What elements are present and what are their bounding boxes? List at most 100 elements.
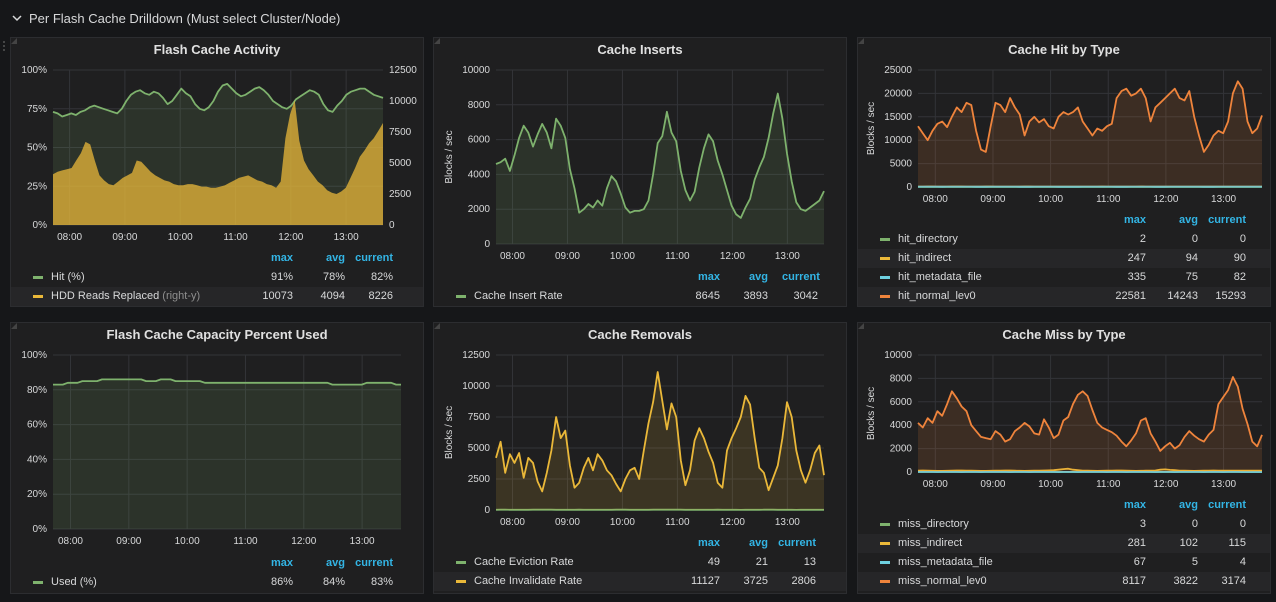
- legend-swatch[interactable]: [880, 276, 890, 279]
- panel-title[interactable]: Cache Removals: [587, 327, 693, 342]
- y-tick-label: 25%: [27, 181, 47, 192]
- legend-row[interactable]: Hit (%) 91% 78% 82%: [11, 268, 423, 287]
- legend-row[interactable]: hit_normal_lev0 22581 14243 15293: [858, 287, 1270, 306]
- legend-swatch[interactable]: [880, 561, 890, 564]
- drag-handle-icon[interactable]: [2, 40, 8, 54]
- legend-header-max[interactable]: max: [1123, 214, 1146, 226]
- legend-series-name[interactable]: miss_indirect: [898, 537, 962, 549]
- legend-series-name[interactable]: Cache Invalidate Rate: [474, 575, 582, 587]
- panel-cache-miss-by-type[interactable]: Cache Miss by Type 0 2000 4000 6000 8000 1000…: [857, 322, 1271, 594]
- panel-flash-cache-capacity[interactable]: Flash Cache Capacity Percent Used 0% 20% 4…: [10, 322, 424, 594]
- legend-series-name[interactable]: hit_metadata_file: [898, 271, 982, 283]
- legend-row[interactable]: miss_normal_lev0 8117 3822 3174: [858, 572, 1270, 591]
- resize-handle-icon[interactable]: [858, 38, 864, 44]
- panel-title[interactable]: Cache Inserts: [597, 42, 683, 57]
- legend-header-current[interactable]: current: [1208, 499, 1246, 511]
- legend-header-avg[interactable]: avg: [1179, 214, 1198, 226]
- resize-handle-icon[interactable]: [11, 323, 17, 329]
- legend-header-current[interactable]: current: [1208, 214, 1246, 226]
- legend-row[interactable]: Cache Insert Rate 8645 3893 3042: [434, 287, 846, 306]
- legend-header-avg[interactable]: avg: [749, 537, 768, 549]
- chart-cache-inserts[interactable]: 0 2000 4000 6000 8000 10000 08:00 09:00 10:00 11:…: [434, 38, 848, 308]
- panel-cache-inserts[interactable]: Cache Inserts 0 2000 4000 6000 8000 10000 08:0…: [433, 37, 847, 307]
- series-line-hit-[interactable]: [52, 83, 384, 118]
- legend-row[interactable]: Cache Invalidate Rate 11127 3725 2806: [434, 572, 846, 591]
- legend-header-max[interactable]: max: [1123, 499, 1146, 511]
- panel-flash-cache-activity[interactable]: Flash Cache Activity 0% 25% 50% 75% 100% 0 250…: [10, 37, 424, 307]
- legend-header-avg[interactable]: avg: [326, 557, 345, 569]
- legend-header-avg[interactable]: avg: [326, 252, 345, 264]
- legend-row[interactable]: hit_directory 2 0 0: [858, 230, 1270, 249]
- panel-cache-hit-by-type[interactable]: Cache Hit by Type 0 5000 10000 15000 20000 25…: [857, 37, 1271, 307]
- legend-swatch[interactable]: [456, 580, 466, 583]
- legend-series-name[interactable]: miss_directory: [898, 518, 969, 530]
- legend-swatch[interactable]: [456, 295, 466, 298]
- legend-swatch[interactable]: [33, 581, 43, 584]
- legend-swatch[interactable]: [880, 295, 890, 298]
- resize-handle-icon[interactable]: [11, 38, 17, 44]
- chart-flash-cache-capacity[interactable]: 0% 20% 40% 60% 80% 100% 08:00 09:00 10:00 11:00 12…: [11, 323, 425, 595]
- legend-swatch[interactable]: [33, 295, 43, 298]
- series-line-miss-normal-lev0[interactable]: [917, 376, 1263, 452]
- x-tick-label: 11:00: [665, 251, 690, 262]
- resize-handle-icon[interactable]: [434, 323, 440, 329]
- y-tick-label: 60%: [27, 420, 47, 431]
- legend-series-label: hit_metadata_file: [898, 271, 982, 283]
- series-line-cache-invalidate-rate[interactable]: [495, 371, 825, 493]
- legend-series-name[interactable]: Cache Eviction Rate: [474, 556, 574, 568]
- legend-series-name[interactable]: Cache Insert Rate: [474, 290, 563, 302]
- legend-header-current[interactable]: current: [355, 252, 393, 264]
- resize-handle-icon[interactable]: [858, 323, 864, 329]
- legend-header-current[interactable]: current: [778, 537, 816, 549]
- legend-header-max[interactable]: max: [270, 252, 293, 264]
- legend-header-max[interactable]: max: [697, 537, 720, 549]
- panel-title[interactable]: Flash Cache Activity: [153, 42, 281, 57]
- series-line-cache-insert-rate[interactable]: [495, 92, 825, 219]
- legend-swatch[interactable]: [33, 276, 43, 279]
- panel-title[interactable]: Flash Cache Capacity Percent Used: [106, 327, 328, 342]
- panel-title[interactable]: Cache Miss by Type: [1002, 327, 1126, 342]
- y-axis-label: Blocks / sec: [444, 406, 455, 459]
- panel-title[interactable]: Cache Hit by Type: [1008, 42, 1120, 57]
- legend-header-max[interactable]: max: [697, 271, 720, 283]
- legend-header-avg[interactable]: avg: [749, 271, 768, 283]
- legend-swatch[interactable]: [880, 238, 890, 241]
- chart-cache-removals[interactable]: 0 2500 5000 7500 10000 12500 08:00 09:00 10:00 11…: [434, 323, 848, 595]
- chart-cache-miss-by-type[interactable]: 0 2000 4000 6000 8000 10000 08:00 09:00 10:00 11:…: [858, 323, 1272, 595]
- legend-row[interactable]: miss_metadata_file 67 5 4: [858, 553, 1270, 572]
- legend-swatch[interactable]: [880, 523, 890, 526]
- legend-swatch[interactable]: [880, 580, 890, 583]
- x-tick-label: 08:00: [500, 517, 525, 528]
- legend-series-name[interactable]: HDD Reads Replaced (right-y): [51, 290, 200, 302]
- legend-header-current[interactable]: current: [782, 271, 820, 283]
- series-line-hit-normal-lev0[interactable]: [917, 80, 1263, 153]
- legend-swatch[interactable]: [456, 561, 466, 564]
- legend-series-name[interactable]: hit_directory: [898, 233, 958, 245]
- chevron-down-icon[interactable]: [10, 11, 24, 25]
- legend-series-name[interactable]: hit_normal_lev0: [898, 290, 976, 302]
- panel-cache-removals[interactable]: Cache Removals 0 2500 5000 7500 10000 12500 08…: [433, 322, 847, 594]
- legend-series-name[interactable]: miss_metadata_file: [898, 556, 993, 568]
- legend-series-name[interactable]: Hit (%): [51, 271, 85, 283]
- legend-series-name[interactable]: Used (%): [51, 576, 97, 588]
- legend-row[interactable]: hit_metadata_file 335 75 82: [858, 268, 1270, 287]
- legend-series-name[interactable]: hit_indirect: [898, 252, 951, 264]
- chart-flash-cache-activity[interactable]: 0% 25% 50% 75% 100% 0 2500 5000 7500 10000 12500 08…: [11, 38, 425, 308]
- legend-row[interactable]: HDD Reads Replaced (right-y) 10073 4094 822…: [11, 287, 423, 306]
- legend-header-current[interactable]: current: [355, 557, 393, 569]
- legend-row[interactable]: hit_indirect 247 94 90: [858, 249, 1270, 268]
- chart-cache-hit-by-type[interactable]: 0 5000 10000 15000 20000 25000 08:00 09:00 10:00…: [858, 38, 1272, 308]
- legend-header-avg[interactable]: avg: [1179, 499, 1198, 511]
- series-line-used-[interactable]: [53, 378, 401, 386]
- resize-handle-icon[interactable]: [434, 38, 440, 44]
- row-header[interactable]: Per Flash Cache Drilldown (Must select C…: [0, 0, 1276, 36]
- series-line-miss-indirect[interactable]: [917, 467, 1262, 472]
- legend-row[interactable]: Cache Eviction Rate 49 21 13: [434, 553, 846, 572]
- legend-row[interactable]: miss_directory 3 0 0: [858, 515, 1270, 534]
- legend-row[interactable]: miss_indirect 281 102 115: [858, 534, 1270, 553]
- legend-swatch[interactable]: [880, 257, 890, 260]
- legend-swatch[interactable]: [880, 542, 890, 545]
- legend-series-name[interactable]: miss_normal_lev0: [898, 575, 987, 587]
- legend-row[interactable]: Used (%) 86% 84% 83%: [11, 573, 423, 592]
- legend-header-max[interactable]: max: [270, 557, 293, 569]
